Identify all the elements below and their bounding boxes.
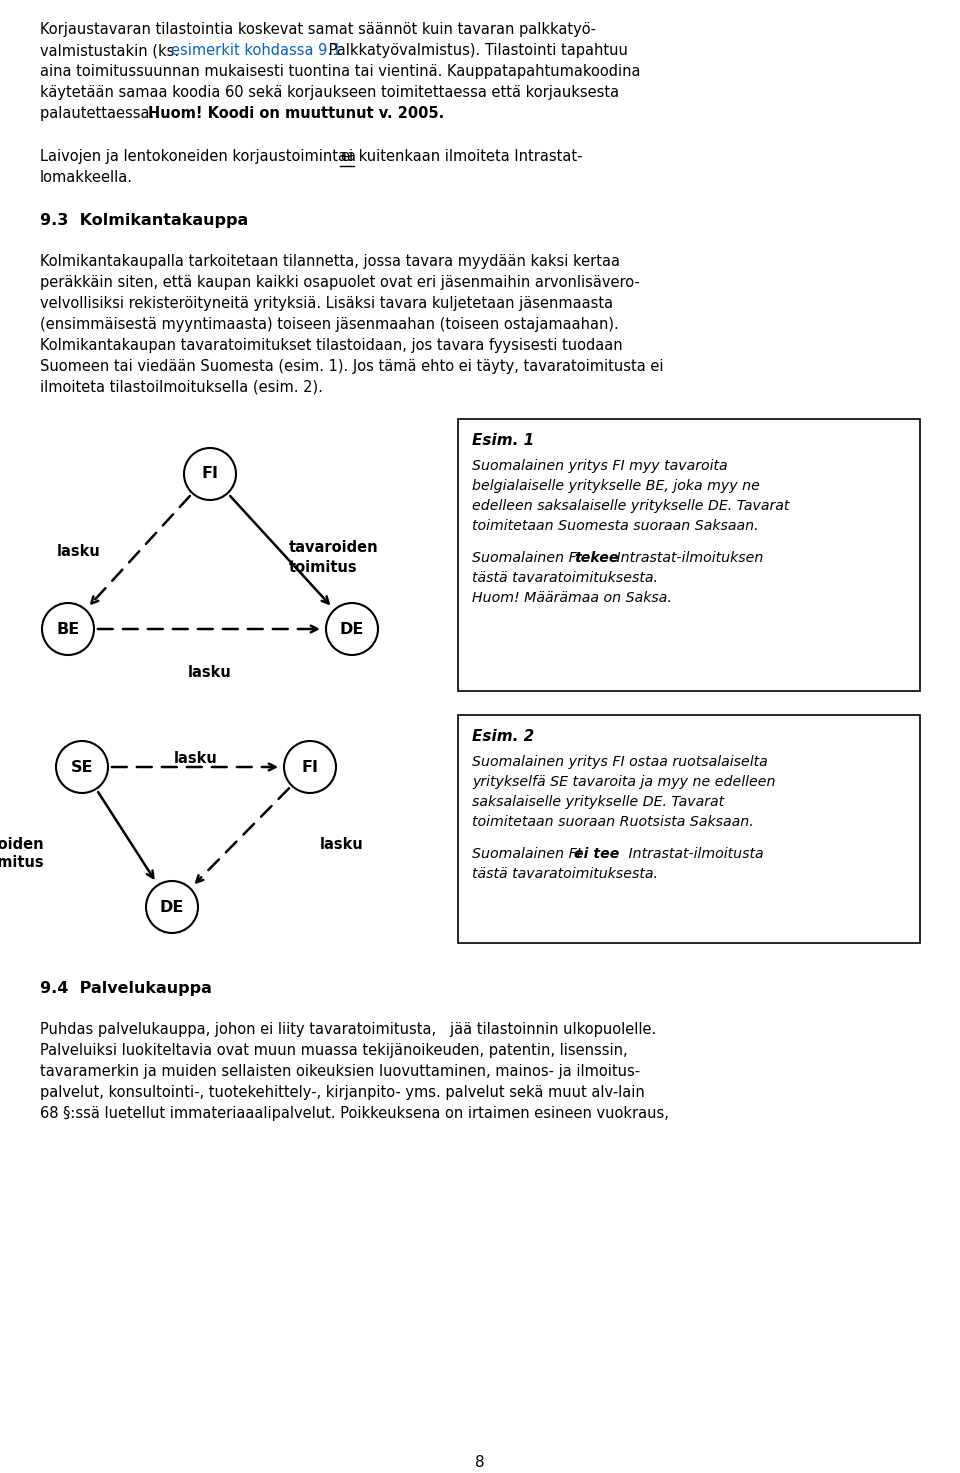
Text: Suomalainen yritys FI ostaa ruotsalaiselta: Suomalainen yritys FI ostaa ruotsalaisel… — [472, 756, 768, 769]
Text: Palkkatyövalmistus). Tilastointi tapahtuu: Palkkatyövalmistus). Tilastointi tapaht… — [324, 43, 628, 57]
Text: tavaroiden: tavaroiden — [0, 837, 44, 851]
Text: Kolmikantakaupan tavaratoimitukset tilastoidaan, jos tavara fyysisesti tuodaan: Kolmikantakaupan tavaratoimitukset tilas… — [40, 337, 623, 354]
Text: tavaramerkin ja muiden sellaisten oikeuksien luovuttaminen, mainos- ja ilmoitus-: tavaramerkin ja muiden sellaisten oikeuk… — [40, 1064, 640, 1080]
Text: FI: FI — [202, 467, 219, 482]
Text: Suomalainen FI: Suomalainen FI — [472, 551, 586, 566]
Bar — [458, 418, 920, 691]
Text: Huom! Määrämaa on Saksa.: Huom! Määrämaa on Saksa. — [472, 591, 672, 605]
Text: tästä tavaratoimituksesta.: tästä tavaratoimituksesta. — [472, 868, 658, 881]
Text: Suomeen tai viedään Suomesta (esim. 1). Jos tämä ehto ei täyty, tavaratoimitusta: Suomeen tai viedään Suomesta (esim. 1). … — [40, 359, 663, 374]
Text: Huom! Koodi on muuttunut v. 2005.: Huom! Koodi on muuttunut v. 2005. — [148, 106, 444, 121]
Text: lomakkeella.: lomakkeella. — [40, 169, 133, 186]
Text: aina toimitussuunnan mukaisesti tuontina tai vientinä. Kauppatapahtumakoodina: aina toimitussuunnan mukaisesti tuontina… — [40, 63, 640, 80]
Text: toimitus: toimitus — [0, 854, 44, 871]
Text: DE: DE — [159, 900, 184, 915]
Text: toimitetaan suoraan Ruotsista Saksaan.: toimitetaan suoraan Ruotsista Saksaan. — [472, 815, 754, 829]
Text: toimitetaan Suomesta suoraan Saksaan.: toimitetaan Suomesta suoraan Saksaan. — [472, 518, 758, 533]
Text: Puhdas palvelukauppa, johon ei liity tavaratoimitusta,   jää tilastoinnin ulkopu: Puhdas palvelukauppa, johon ei liity tav… — [40, 1022, 657, 1037]
Text: esimerkit kohdassa 9.1: esimerkit kohdassa 9.1 — [171, 43, 342, 57]
Circle shape — [146, 881, 198, 932]
Circle shape — [56, 741, 108, 792]
Text: lasku: lasku — [320, 837, 364, 851]
Bar — [458, 714, 920, 943]
Text: edelleen saksalaiselle yritykselle DE. Tavarat: edelleen saksalaiselle yritykselle DE. T… — [472, 499, 789, 513]
Text: Laivojen ja lentokoneiden korjaustoimintaa: Laivojen ja lentokoneiden korjaustoimint… — [40, 149, 361, 164]
Text: tekee: tekee — [574, 551, 618, 566]
Text: yritykselfä SE tavaroita ja myy ne edelleen: yritykselfä SE tavaroita ja myy ne edell… — [472, 775, 776, 790]
Text: FI: FI — [301, 760, 319, 775]
Text: belgialaiselle yritykselle BE, joka myy ne: belgialaiselle yritykselle BE, joka myy … — [472, 479, 760, 493]
Text: Kolmikantakaupalla tarkoitetaan tilannetta, jossa tavara myydään kaksi kertaa: Kolmikantakaupalla tarkoitetaan tilannet… — [40, 253, 620, 270]
Text: toimitus: toimitus — [289, 560, 358, 574]
Text: lasku: lasku — [58, 544, 101, 558]
Text: käytetään samaa koodia 60 sekä korjaukseen toimitettaessa että korjauksesta: käytetään samaa koodia 60 sekä korja… — [40, 85, 619, 100]
Circle shape — [42, 602, 94, 655]
Text: Suomalainen FI: Suomalainen FI — [472, 847, 586, 862]
Text: Intrastat-ilmoitusta: Intrastat-ilmoitusta — [624, 847, 763, 862]
Text: 68 §:ssä luetellut immateriaaalipalvelut. Poikkeuksena on irtaimen esineen vuokr: 68 §:ssä luetellut immateriaaalipalvelut… — [40, 1106, 669, 1121]
Text: 9.3  Kolmikantakauppa: 9.3 Kolmikantakauppa — [40, 214, 249, 228]
Text: Suomalainen yritys FI myy tavaroita: Suomalainen yritys FI myy tavaroita — [472, 460, 728, 473]
Text: BE: BE — [57, 622, 80, 636]
Circle shape — [184, 448, 236, 499]
Text: (ensimmäisestä myyntimaasta) toiseen jäsenmaahan (toiseen ostajamaahan).: (ensimmäisestä myyntimaasta) toiseen jäs… — [40, 317, 619, 331]
Text: lasku: lasku — [174, 751, 218, 766]
Text: Intrastat-ilmoituksen: Intrastat-ilmoituksen — [612, 551, 763, 566]
Text: SE: SE — [71, 760, 93, 775]
Text: DE: DE — [340, 622, 364, 636]
Text: lasku: lasku — [188, 664, 232, 681]
Text: 9.4  Palvelukauppa: 9.4 Palvelukauppa — [40, 981, 212, 996]
Text: valmistustakin (ks.: valmistustakin (ks. — [40, 43, 183, 57]
Text: ei tee: ei tee — [574, 847, 619, 862]
Text: saksalaiselle yritykselle DE. Tavarat: saksalaiselle yritykselle DE. Tavarat — [472, 795, 724, 809]
Text: Palveluiksi luokiteltavia ovat muun muassa tekijänoikeuden, patentin, lisenssin,: Palveluiksi luokiteltavia ovat muun muas… — [40, 1043, 628, 1058]
Text: velvollisiksi rekisteröityneitä yrityksiä. Lisäksi tavara kuljetetaan jäsenmaast: velvollisiksi rekisteröityneitä yrityksi… — [40, 296, 613, 311]
Text: palautettaessa.: palautettaessa. — [40, 106, 158, 121]
Circle shape — [284, 741, 336, 792]
Text: Korjaustavaran tilastointia koskevat samat säännöt kuin tavaran palkkatyö-: Korjaustavaran tilastointia koskevat sam… — [40, 22, 596, 37]
Circle shape — [326, 602, 378, 655]
Text: Esim. 1: Esim. 1 — [472, 433, 535, 448]
Text: tavaroiden: tavaroiden — [289, 539, 378, 554]
Text: ei: ei — [340, 149, 353, 164]
Text: kuitenkaan ilmoiteta Intrastat-: kuitenkaan ilmoiteta Intrastat- — [354, 149, 583, 164]
Text: palvelut, konsultointi-, tuotekehittely-, kirjanpito- yms. palvelut sekä muut al: palvelut, konsultointi-, tuotekehittely-… — [40, 1086, 645, 1100]
Text: ilmoiteta tilastoilmoituksella (esim. 2).: ilmoiteta tilastoilmoituksella (esim. 2)… — [40, 380, 323, 395]
Text: tästä tavaratoimituksesta.: tästä tavaratoimituksesta. — [472, 572, 658, 585]
Text: 8: 8 — [475, 1455, 485, 1470]
Text: Esim. 2: Esim. 2 — [472, 729, 535, 744]
Text: peräkkäin siten, että kaupan kaikki osapuolet ovat eri jäsenmaihin arvonlisävero: peräkkäin siten, että kaupan kaikki osap… — [40, 275, 639, 290]
